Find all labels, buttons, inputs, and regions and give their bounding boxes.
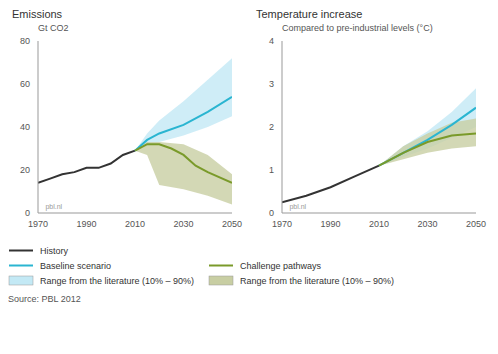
svg-text:20: 20: [20, 165, 30, 175]
html-text:Range from the literature (10%: Range from the literature (10% – 90%): [240, 275, 395, 286]
svg-text:40: 40: [20, 122, 30, 132]
svg-text:2030: 2030: [173, 219, 193, 229]
svg-text:0: 0: [269, 208, 274, 218]
html-text:Gt CO2: Gt CO2: [38, 23, 69, 33]
svg-text:2050: 2050: [222, 219, 242, 229]
svg-text:1990: 1990: [320, 219, 340, 229]
svg-text:1: 1: [269, 165, 274, 175]
svg-text:1970: 1970: [28, 219, 48, 229]
html-text:Baseline scenario: Baseline scenario: [40, 260, 111, 271]
html-text:Temperature increase: Temperature increase: [256, 8, 363, 20]
html-text:Emissions: Emissions: [12, 8, 63, 20]
svg-text:3: 3: [269, 79, 274, 89]
html-text:Source: PBL 2012: Source: PBL 2012: [8, 294, 81, 304]
svg-text:pbl.nl: pbl.nl: [45, 203, 62, 211]
html-text:Compared to pre-industrial lev: Compared to pre-industrial levels (°C): [282, 23, 433, 33]
svg-text:80: 80: [20, 36, 30, 46]
svg-text:2050: 2050: [466, 219, 486, 229]
svg-text:2: 2: [269, 122, 274, 132]
svg-text:2010: 2010: [369, 219, 389, 229]
svg-text:pbl.nl: pbl.nl: [289, 203, 306, 211]
svg-text:0: 0: [25, 208, 30, 218]
svg-text:2030: 2030: [417, 219, 437, 229]
html-text:Challenge pathways: Challenge pathways: [240, 260, 322, 271]
svg-text:4: 4: [269, 36, 274, 46]
svg-text:60: 60: [20, 79, 30, 89]
svg-text:2010: 2010: [125, 219, 145, 229]
html-text:Range from the literature (10%: Range from the literature (10% – 90%): [40, 275, 195, 286]
html-text:History: History: [40, 245, 68, 256]
svg-text:1970: 1970: [272, 219, 292, 229]
svg-text:1990: 1990: [76, 219, 96, 229]
